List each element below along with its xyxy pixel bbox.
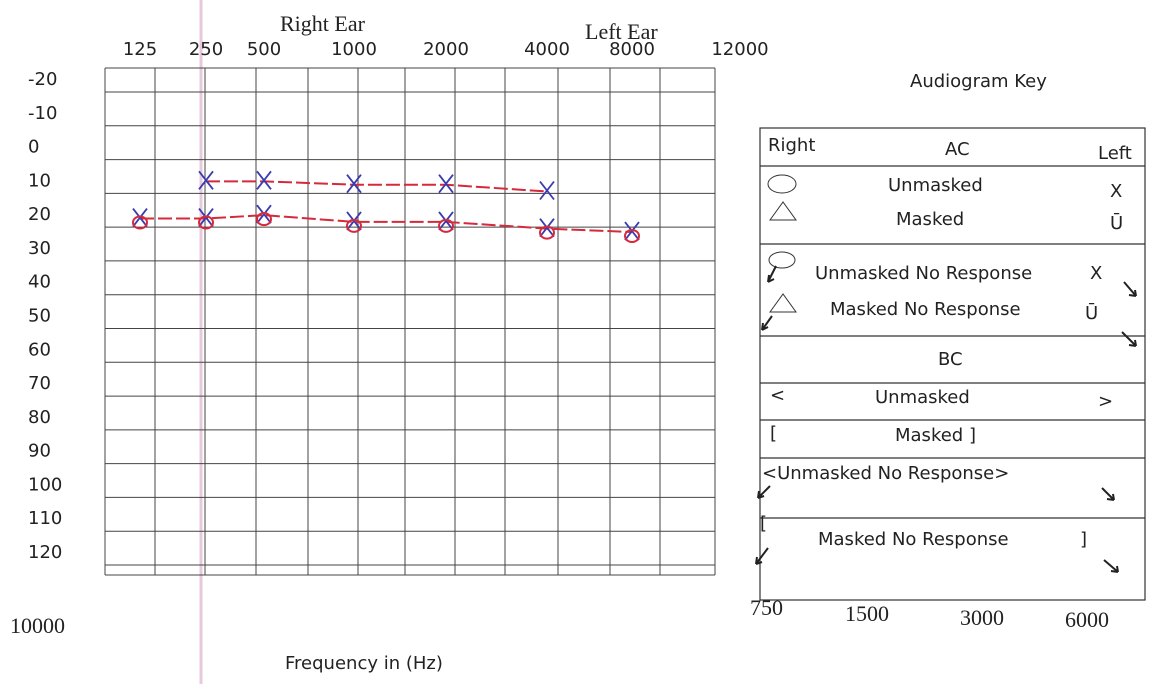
arrow [1123,281,1137,297]
key-symbol: X [1110,181,1122,202]
arrow [767,265,777,283]
key-label: Unmasked [888,175,983,196]
threshold-marker [624,221,640,244]
key-header: AC [945,139,970,160]
threshold-line [206,180,548,193]
y-tick-label: -20 [28,69,57,90]
key-header: Right [768,135,815,156]
triangle-symbol [769,293,797,313]
y-tick-label: 40 [28,272,51,293]
key-symbol: X [1090,263,1102,284]
key-symbol: [ [760,513,767,534]
key-symbol: > [1098,391,1113,412]
key-symbol: Ū [1085,302,1098,324]
left-ear-label: Left Ear [585,19,658,44]
y-tick-label: -10 [28,103,57,124]
key-section: BC [938,349,963,370]
key-symbol: Ū [1110,212,1123,234]
x-tick-label: 500 [247,39,281,60]
x-tick-label: 125 [123,39,157,60]
threshold-marker [539,218,555,240]
key-label: Masked No Response [830,299,1021,320]
y-tick-label: 110 [28,508,62,529]
arrow [761,315,773,331]
key-label: Masked ] [895,425,976,446]
key-border [759,127,1146,601]
key-symbol: ] [1080,529,1087,550]
bottom-label: 10000 [10,613,65,638]
triangle-symbol [769,201,797,221]
threshold-marker [438,211,454,233]
x-tick-label: 250 [189,39,223,60]
key-symbol: < [770,385,785,406]
arrow [1103,559,1119,573]
circle-symbol [768,251,796,269]
bottom-label: 6000 [1065,607,1109,632]
threshold-marker [256,204,272,227]
x-tick-label: 4000 [524,39,570,60]
right-ear-label: Right Ear [280,11,366,36]
y-tick-label: 50 [28,306,51,327]
y-tick-label: 100 [28,474,62,495]
x-tick-label: 8000 [609,39,655,60]
threshold-marker [256,170,272,190]
key-title: Audiogram Key [910,71,1047,92]
y-tick-label: 0 [28,137,39,158]
key-label: Masked No Response [818,529,1009,550]
y-tick-label: 20 [28,204,51,225]
y-tick-label: 80 [28,407,51,428]
y-tick-label: 60 [28,339,51,360]
threshold-marker [198,170,214,190]
threshold-marker [132,207,148,230]
y-tick-label: 10 [28,170,51,191]
y-tick-label: 70 [28,373,51,394]
arrow [1101,487,1115,501]
key-label: Masked [896,209,964,230]
bottom-label: 1500 [845,601,889,626]
threshold-marker [346,211,362,233]
arrow [1121,331,1137,347]
arrow [757,485,771,499]
y-tick-label: 30 [28,238,51,259]
threshold-marker [346,174,362,194]
y-tick-label: 90 [28,441,51,462]
key-label: Unmasked No Response [815,263,1032,284]
key-symbol: [ [770,423,777,444]
x-tick-label: 2000 [423,39,469,60]
arrow [755,547,769,565]
key-label: <Unmasked No Response> [762,463,1009,484]
x-tick-label: 1000 [331,39,377,60]
key-label: Unmasked [875,387,970,408]
threshold-marker [438,174,454,194]
audiogram-key: Audiogram Key Right AC Left Unmasked X M… [755,71,1146,601]
x-tick-label: 12000 [711,39,768,60]
x-axis-title: Frequency in (Hz) [285,653,443,674]
threshold-marker [198,207,214,230]
bottom-label: 750 [750,595,783,620]
bottom-label: 3000 [960,605,1004,630]
circle-symbol [767,174,797,194]
key-header: Left [1098,143,1132,164]
y-tick-label: 120 [28,542,62,563]
threshold-marker [539,180,555,201]
